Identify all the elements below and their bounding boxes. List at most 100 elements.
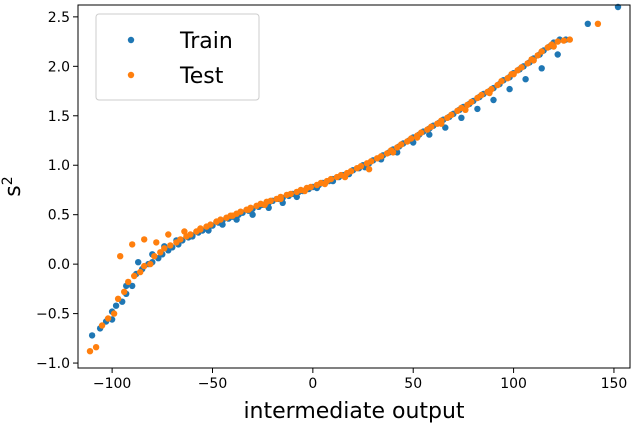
test-point — [462, 106, 469, 114]
test-point — [534, 52, 541, 59]
x-tick-label: −50 — [198, 376, 228, 392]
test-point — [86, 348, 94, 355]
test-point — [177, 236, 184, 243]
test-point — [478, 91, 485, 99]
y-tick-label: 0.0 — [48, 257, 70, 273]
test-point — [530, 57, 537, 64]
test-point — [261, 201, 268, 208]
test-point — [448, 111, 455, 119]
test-point — [594, 20, 602, 27]
test-point — [468, 98, 475, 106]
test-point — [229, 212, 236, 219]
test-point — [125, 278, 132, 286]
legend-label-test: Test — [179, 64, 224, 89]
test-point — [524, 60, 531, 67]
test-series — [86, 20, 602, 355]
test-point — [418, 129, 425, 136]
test-point — [207, 221, 214, 228]
test-point — [277, 195, 284, 203]
train-point — [538, 65, 545, 72]
train-point — [135, 259, 142, 266]
legend-label-train: Train — [179, 29, 233, 54]
train-point — [506, 85, 513, 93]
test-point — [114, 295, 122, 302]
train-point — [474, 105, 481, 113]
test-point — [117, 253, 124, 260]
test-point — [287, 190, 294, 198]
test-point — [131, 272, 138, 280]
test-point — [428, 123, 435, 130]
test-point — [104, 315, 112, 322]
test-point — [550, 43, 557, 50]
legend-box — [95, 13, 260, 101]
test-point — [187, 231, 194, 238]
train-point — [554, 51, 561, 58]
test-point — [197, 225, 204, 232]
x-tick-label: 150 — [601, 376, 628, 392]
test-point — [121, 288, 128, 295]
train-point — [129, 282, 136, 290]
test-point — [141, 236, 148, 243]
legend-marker-train — [127, 36, 135, 44]
y-tick-label: −0.5 — [36, 307, 70, 323]
test-point — [498, 78, 505, 85]
test-point — [365, 166, 373, 173]
train-point — [458, 114, 465, 122]
test-point — [98, 322, 106, 329]
test-point — [92, 344, 100, 351]
test-point — [347, 168, 355, 175]
test-point — [357, 163, 365, 170]
y-tick-label: −1.0 — [36, 356, 70, 372]
y-tick-label: 2.5 — [48, 10, 70, 26]
test-point — [518, 64, 525, 71]
test-point — [560, 37, 567, 44]
train-point — [112, 302, 120, 309]
train-point — [584, 20, 591, 27]
test-point — [566, 36, 573, 43]
test-point — [398, 141, 405, 148]
test-point — [414, 134, 421, 141]
test-point — [161, 245, 168, 252]
legend-marker-test — [127, 71, 135, 79]
train-point — [249, 211, 256, 218]
y-axis-label-base: s — [1, 185, 26, 196]
train-point — [442, 124, 449, 131]
test-point — [389, 149, 397, 156]
test-point — [554, 38, 561, 45]
train-point — [293, 193, 300, 201]
test-point — [153, 239, 160, 246]
test-point — [307, 183, 314, 191]
train-point — [88, 332, 96, 339]
test-point — [408, 135, 415, 142]
test-point — [321, 180, 329, 188]
test-point — [157, 249, 164, 256]
y-axis: −1.0 −0.5 0.0 0.5 1.0 1.5 2.0 2.5 — [36, 10, 78, 372]
y-tick-label: 1.5 — [48, 109, 70, 125]
test-point — [245, 206, 252, 213]
test-point — [147, 260, 154, 268]
train-point — [522, 76, 529, 83]
plot-frame — [77, 4, 631, 369]
x-tick-label: −100 — [93, 376, 131, 392]
test-point — [137, 268, 144, 276]
x-tick-label: 50 — [404, 376, 422, 392]
x-axis-label: intermediate output — [243, 399, 464, 424]
test-point — [510, 71, 517, 78]
test-point — [367, 158, 375, 165]
y-axis-label: s2 — [0, 176, 26, 196]
test-point — [438, 120, 445, 127]
x-tick-label: 0 — [308, 376, 317, 392]
legend: Train Test — [95, 13, 260, 101]
test-point — [538, 48, 545, 55]
test-point — [504, 75, 511, 82]
train-point — [426, 131, 433, 138]
y-tick-label: 0.5 — [48, 208, 70, 224]
test-point — [237, 208, 244, 215]
test-point — [301, 187, 308, 195]
y-axis-label-superscript: 2 — [0, 176, 16, 185]
y-tick-label: 1.0 — [48, 158, 70, 174]
test-point — [341, 173, 349, 181]
test-point — [110, 310, 118, 317]
test-point — [129, 241, 136, 248]
